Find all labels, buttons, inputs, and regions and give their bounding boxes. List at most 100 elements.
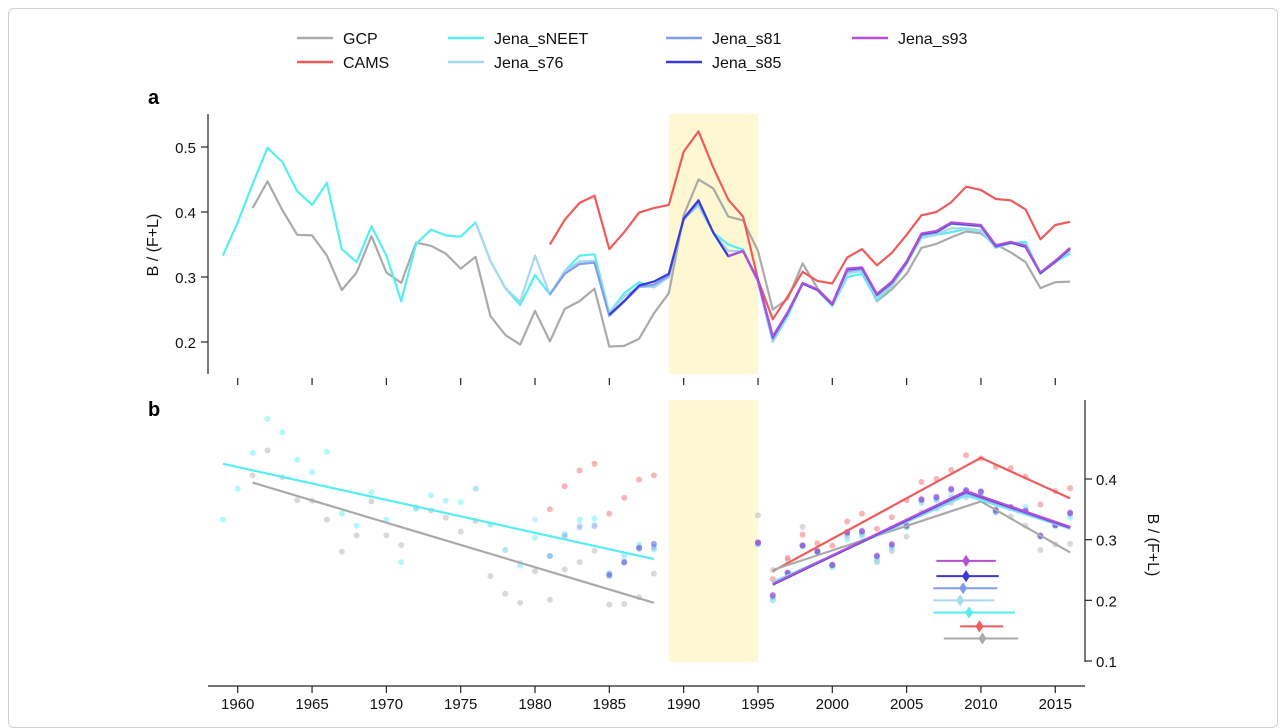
scatter-point-jena-sneet <box>606 570 613 576</box>
scatter-point-jena-sneet <box>532 534 538 541</box>
panel-b-x-tick-label: 1995 <box>741 696 774 713</box>
scatter-point-gcp <box>621 601 628 607</box>
scatter-point-cams <box>963 452 970 459</box>
scatter-point-gcp <box>398 542 405 549</box>
scatter-point-jena-s85 <box>799 542 806 549</box>
scatter-point-jena-sneet <box>546 553 553 559</box>
scatter-point-jena-s93 <box>814 548 821 555</box>
scatter-point-jena-s76 <box>546 553 553 559</box>
scatter-point-gcp <box>353 532 360 539</box>
scatter-point-jena-sneet <box>859 533 865 540</box>
scatter-point-cams <box>814 540 821 547</box>
scatter-point-gcp <box>546 596 553 603</box>
scatter-point-jena-s76 <box>814 548 821 555</box>
scatter-point-jena-s81 <box>873 553 880 560</box>
scatter-point-gcp <box>873 559 880 566</box>
scatter-point-jena-sneet <box>249 449 256 456</box>
scatter-point-jena-s85 <box>933 494 940 501</box>
scatter-point-jena-s81 <box>918 497 925 504</box>
scatter-point-cams <box>576 467 583 474</box>
scatter-point-jena-sneet <box>264 415 271 422</box>
series-line-jena-sneet <box>221 146 1071 344</box>
breakpoint-marker <box>956 594 965 607</box>
scatter-point-jena-s76 <box>606 570 613 576</box>
panel-b-y-tick-label: 0.2 <box>1096 593 1117 610</box>
trend-line-jena-sneet <box>222 462 655 561</box>
series-line-jena-s93 <box>727 221 1071 338</box>
shaded-period-a <box>668 114 758 374</box>
scatter-point-gcp <box>1037 547 1044 553</box>
scatter-point-jena-s81 <box>591 523 598 530</box>
scatter-point-cams <box>621 494 628 501</box>
scatter-point-jena-s81 <box>814 548 821 555</box>
scatter-point-jena-s93 <box>933 493 940 500</box>
scatter-point-cams <box>948 466 955 473</box>
scatter-point-jena-s85 <box>814 548 821 555</box>
scatter-point-jena-s81 <box>799 542 806 549</box>
scatter-point-jena-s81 <box>650 543 657 550</box>
scatter-point-jena-s76 <box>1067 512 1074 519</box>
scatter-point-cams <box>606 510 613 517</box>
legend-item-gcp: GCP <box>297 31 378 48</box>
panel-label-a: a <box>148 87 160 109</box>
scatter-point-jena-sneet <box>1022 503 1029 510</box>
panel-b-y-tick-label: 0.3 <box>1096 533 1117 550</box>
scatter-point-jena-s93 <box>918 496 925 502</box>
scatter-point-jena-s76 <box>502 547 509 553</box>
scatter-point-jena-sneet <box>309 469 316 476</box>
scatter-point-jena-s93 <box>799 542 806 549</box>
scatter-point-jena-sneet <box>888 545 895 552</box>
scatter-point-cams <box>755 539 761 546</box>
scatter-point-jena-s81 <box>888 542 895 549</box>
series-line-jena-s81 <box>549 201 1071 340</box>
scatter-point-jena-s93 <box>977 488 984 495</box>
breakpoint-marker <box>962 570 971 583</box>
legend-label: Jena_s76 <box>494 55 563 72</box>
breakpoint-jena-s76 <box>933 594 995 607</box>
scatter-point-jena-sneet <box>814 548 821 555</box>
scatter-point-jena-sneet <box>755 541 761 548</box>
panel-b-y-tick-label: 0.4 <box>1096 472 1117 489</box>
scatter-point-cams <box>591 460 598 467</box>
scatter-point-cams <box>873 525 880 532</box>
series-line-gcp <box>251 178 1071 348</box>
scatter-point-jena-s85 <box>873 553 880 559</box>
trend-line-gcp <box>772 500 1071 572</box>
scatter-point-jena-s81 <box>977 489 984 496</box>
scatter-point-jena-sneet <box>933 497 940 504</box>
breakpoint-jena-sneet <box>933 606 1016 619</box>
legend-item-cams: CAMS <box>297 55 389 72</box>
scatter-point-jena-s85 <box>606 571 613 578</box>
scatter-point-cams <box>561 483 568 490</box>
legend-label: Jena_sNEET <box>494 31 588 48</box>
panel-b-x-tick-label: 1965 <box>295 696 328 713</box>
scatter-point-jena-sneet <box>442 497 449 504</box>
scatter-point-jena-s81 <box>859 529 865 536</box>
scatter-point-gcp <box>487 573 494 580</box>
scatter-point-jena-s85 <box>977 488 984 495</box>
panel-b-x-tick-label: 1970 <box>370 696 403 713</box>
panel-b-x-tick-label: 1990 <box>667 696 700 713</box>
legend-label: GCP <box>343 31 378 48</box>
shaded-period-b <box>668 400 758 662</box>
scatter-point-jena-s85 <box>1067 510 1074 516</box>
breakpoint-jena-s81 <box>933 582 998 595</box>
scatter-point-jena-s93 <box>873 552 880 559</box>
scatter-point-jena-sneet <box>457 499 464 506</box>
scatter-point-jena-s76 <box>636 545 643 552</box>
scatter-point-cams <box>918 479 925 485</box>
scatter-point-jena-s76 <box>532 516 538 523</box>
scatter-point-jena-s81 <box>755 539 761 546</box>
scatter-point-cams <box>784 554 791 561</box>
scatter-point-jena-sneet <box>844 536 851 543</box>
breakpoint-cams <box>960 620 1004 633</box>
scatter-point-jena-s81 <box>769 594 776 601</box>
panel-b-x-tick-label: 2000 <box>816 696 849 713</box>
scatter-point-gcp <box>561 566 568 573</box>
legend-item-jena-s93: Jena_s93 <box>852 31 967 48</box>
scatter-point-jena-sneet <box>338 510 345 517</box>
scatter-point-jena-sneet <box>323 448 330 455</box>
scatter-point-jena-s81 <box>636 545 643 552</box>
scatter-point-jena-s93 <box>888 540 895 547</box>
scatter-point-gcp <box>903 533 910 540</box>
